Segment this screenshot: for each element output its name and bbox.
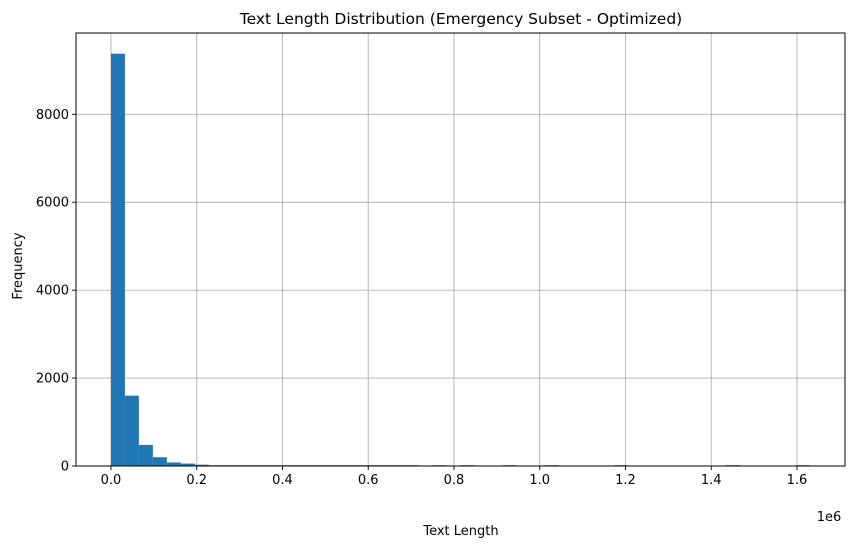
y-tick-label: 2000	[36, 372, 69, 387]
x-tick-label: 0.4	[272, 473, 293, 488]
plot-frame	[75, 32, 846, 467]
histogram-bars	[110, 53, 810, 466]
y-axis-label: Frequency	[11, 232, 26, 299]
histogram-bar	[166, 462, 181, 466]
y-tick-label: 4000	[36, 284, 69, 299]
histogram-bar	[152, 457, 167, 466]
x-tick-label: 0.0	[101, 473, 122, 488]
x-tick-label: 1.0	[529, 473, 550, 488]
histogram-bar	[110, 53, 125, 466]
grid-lines	[76, 33, 845, 467]
x-tick-label: 0.8	[444, 473, 465, 488]
chart-title: Text Length Distribution (Emergency Subs…	[239, 10, 682, 28]
y-tick-label: 8000	[36, 108, 69, 123]
x-tick-label: 1.4	[701, 473, 722, 488]
x-axis-ticks: 0.0 0.2 0.4 0.6 0.8 1.0 1.2 1.4 1.6	[101, 466, 808, 488]
y-tick-label: 0	[61, 460, 69, 475]
x-axis-scale-label: 1e6	[817, 510, 842, 525]
x-tick-label: 0.2	[186, 473, 207, 488]
x-tick-label: 0.6	[358, 473, 379, 488]
histogram-bar	[138, 444, 153, 466]
histogram-bar	[180, 463, 195, 466]
x-tick-label: 1.2	[615, 473, 636, 488]
y-tick-label: 6000	[36, 196, 69, 211]
x-tick-label: 1.6	[787, 473, 808, 488]
histogram-bar	[194, 464, 209, 466]
histogram-bar	[124, 395, 139, 466]
y-axis-ticks: 0 2000 4000 6000 8000	[36, 108, 76, 475]
x-axis-label: Text Length	[422, 524, 498, 539]
